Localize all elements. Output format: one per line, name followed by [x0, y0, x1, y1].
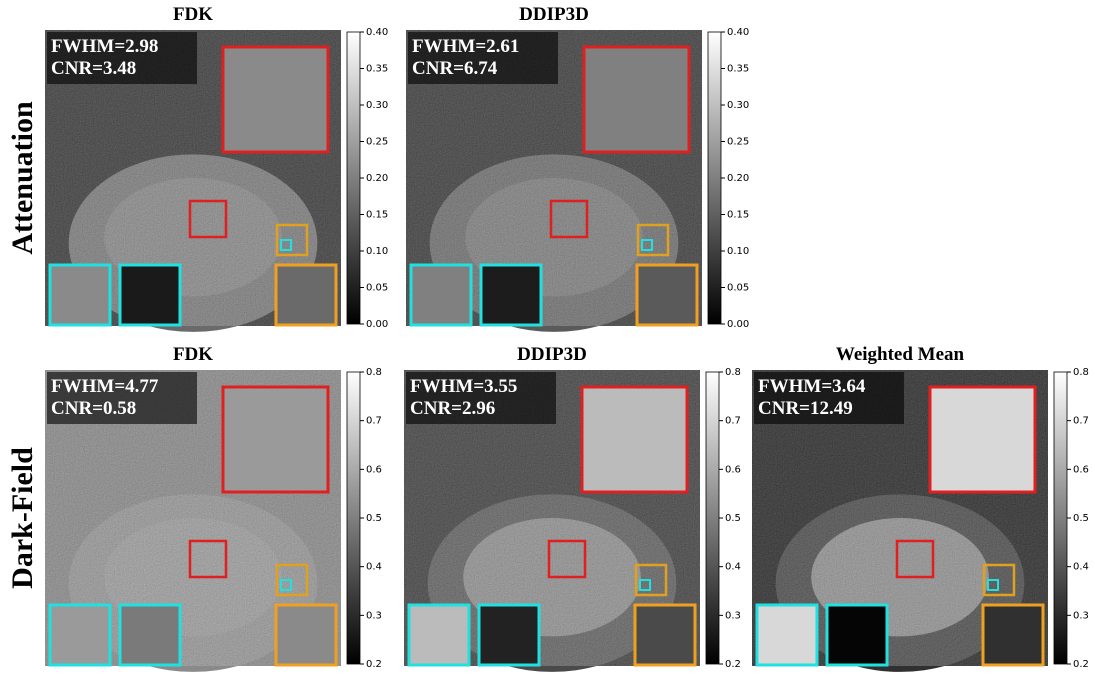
inset-box — [481, 265, 541, 325]
colorbar-tick-label: 0.10 — [727, 246, 749, 257]
colorbar-tick-label: 0.4 — [725, 562, 741, 573]
colorbar-tick-label: 0.5 — [1073, 513, 1089, 524]
colorbar-tick-label: 0.35 — [366, 64, 388, 75]
colorbar — [347, 32, 360, 324]
colorbar-tick-label: 0.7 — [366, 416, 382, 427]
colorbar-tick-label: 0.2 — [1073, 659, 1089, 670]
colorbar-tick-label: 0.25 — [366, 137, 388, 148]
panel-title: FDK — [173, 344, 213, 365]
colorbar-tick-label: 0.4 — [1073, 562, 1089, 573]
colorbar — [347, 372, 360, 664]
colorbar-tick-label: 0.20 — [727, 173, 749, 184]
inset-box — [276, 265, 336, 325]
panel-title: Weighted Mean — [836, 344, 965, 365]
colorbar-tick-label: 0.2 — [366, 659, 382, 670]
colorbar — [706, 372, 719, 664]
colorbar-tick-label: 0.30 — [727, 100, 749, 111]
inset-box — [411, 265, 471, 325]
colorbar-tick-label: 0.35 — [727, 64, 749, 75]
colorbar-tick-label: 0.7 — [725, 416, 741, 427]
colorbar-tick-label: 0.8 — [725, 367, 741, 378]
colorbar-tick-label: 0.3 — [1073, 610, 1089, 621]
colorbar-tick-label: 0.15 — [727, 210, 749, 221]
figure: Attenuation FDK FWHM=2.98CNR=3.48 0.00 0.05 0… — [0, 0, 1095, 675]
inset-box — [930, 387, 1035, 492]
colorbar-tick-label: 0.5 — [366, 513, 382, 524]
inset-box — [635, 605, 695, 665]
metric: FWHM=3.55 — [410, 376, 517, 397]
inset-box — [223, 47, 328, 152]
inset-box — [479, 605, 539, 665]
inset-box — [120, 605, 180, 665]
inset-box — [50, 265, 110, 325]
metric: CNR=3.48 — [51, 58, 136, 79]
colorbar-tick-label: 0.6 — [725, 464, 741, 475]
panel-title: DDIP3D — [519, 4, 589, 25]
colorbar-tick-label: 0.05 — [366, 283, 388, 294]
metric: CNR=6.74 — [412, 58, 498, 79]
metric: FWHM=4.77 — [51, 376, 159, 397]
inset-box — [276, 605, 336, 665]
inset-box — [983, 605, 1043, 665]
inset-box — [584, 47, 689, 152]
colorbar-tick-label: 0.25 — [727, 137, 749, 148]
row-label: Attenuation — [6, 101, 39, 255]
inset-box — [120, 265, 180, 325]
colorbar-tick-label: 0.6 — [1073, 464, 1089, 475]
colorbar-tick-label: 0.15 — [366, 210, 388, 221]
metric: FWHM=2.61 — [412, 36, 519, 57]
colorbar-tick-label: 0.30 — [366, 100, 388, 111]
colorbar-tick-label: 0.3 — [725, 610, 741, 621]
colorbar-tick-label: 0.00 — [366, 319, 388, 330]
metric: CNR=2.96 — [410, 398, 495, 419]
colorbar-tick-label: 0.3 — [366, 610, 382, 621]
colorbar-tick-label: 0.20 — [366, 173, 388, 184]
colorbar-tick-label: 0.6 — [366, 464, 382, 475]
colorbar-tick-label: 0.10 — [366, 246, 388, 257]
inset-box — [223, 387, 328, 492]
colorbar-tick-label: 0.05 — [727, 283, 749, 294]
inset-box — [50, 605, 110, 665]
colorbar-tick-label: 0.4 — [366, 562, 382, 573]
metric: CNR=12.49 — [758, 398, 853, 419]
colorbar-tick-label: 0.5 — [725, 513, 741, 524]
colorbar-tick-label: 0.8 — [1073, 367, 1089, 378]
colorbar — [708, 32, 721, 324]
inset-box — [409, 605, 469, 665]
colorbar-tick-label: 0.40 — [366, 27, 388, 38]
panel-title: FDK — [173, 4, 213, 25]
panel-title: DDIP3D — [517, 344, 587, 365]
metric: FWHM=2.98 — [51, 36, 158, 57]
colorbar-tick-label: 0.2 — [725, 659, 741, 670]
inset-box — [637, 265, 697, 325]
inset-box — [757, 605, 817, 665]
row-label: Dark-Field — [6, 447, 39, 589]
colorbar-tick-label: 0.00 — [727, 319, 749, 330]
inset-box — [582, 387, 687, 492]
colorbar-tick-label: 0.40 — [727, 27, 749, 38]
colorbar-tick-label: 0.7 — [1073, 416, 1089, 427]
metric: FWHM=3.64 — [758, 376, 866, 397]
inset-box — [827, 605, 887, 665]
colorbar — [1054, 372, 1067, 664]
colorbar-tick-label: 0.8 — [366, 367, 382, 378]
metric: CNR=0.58 — [51, 398, 136, 419]
